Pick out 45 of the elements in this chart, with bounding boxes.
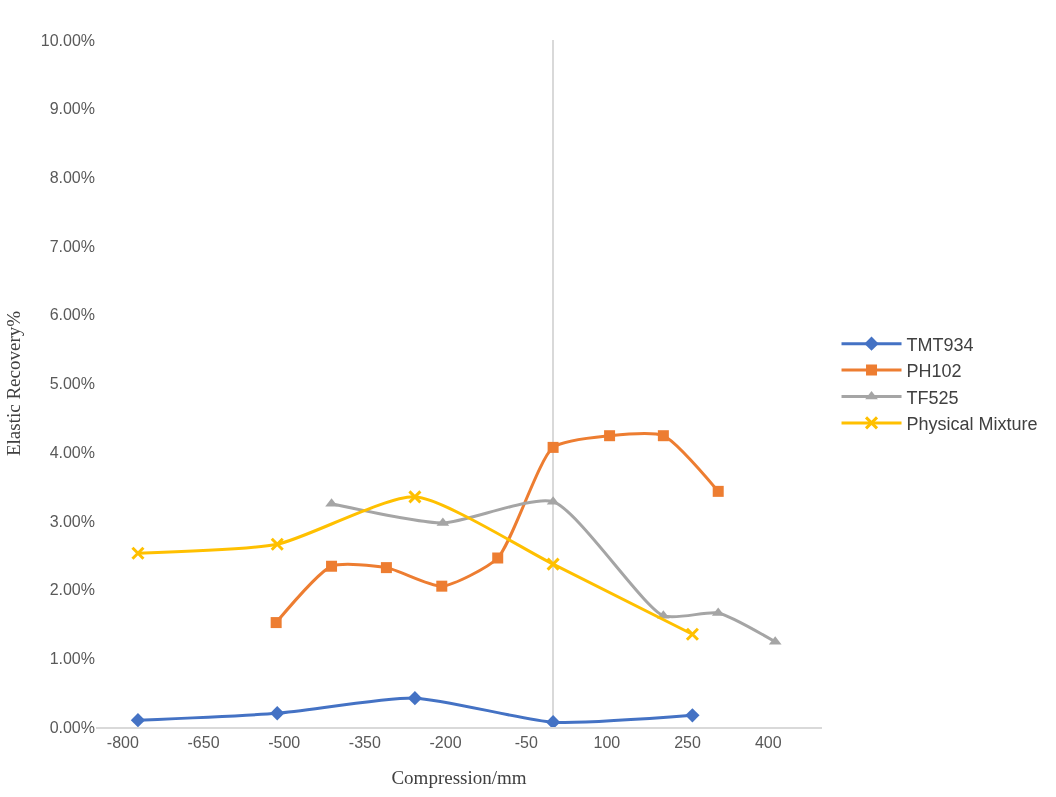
point — [546, 557, 561, 572]
x-tick-label: -650 — [187, 734, 220, 752]
y-tick-label: 10.00% — [40, 31, 95, 49]
point — [712, 485, 724, 497]
point — [657, 430, 669, 442]
point — [270, 617, 282, 629]
x-tick-label: -50 — [514, 734, 538, 752]
y-tick-label: 6.00% — [49, 306, 95, 324]
legend-label: TMT934 — [906, 334, 974, 355]
y-tick-label: 5.00% — [49, 375, 95, 393]
point — [685, 708, 700, 723]
point — [545, 715, 561, 727]
point — [130, 546, 145, 561]
point — [547, 441, 559, 453]
legend-label: PH102 — [906, 361, 962, 382]
point — [380, 562, 392, 574]
y-tick-label: 9.00% — [49, 100, 95, 118]
point — [407, 489, 422, 504]
x-tick-label: -500 — [268, 734, 301, 752]
point — [270, 537, 285, 552]
point — [604, 430, 616, 442]
x-axis-title: Compression/mm — [391, 766, 527, 788]
x-tick-label: -350 — [348, 734, 381, 752]
point — [130, 712, 146, 727]
y-axis-title: Elastic Recovery% — [2, 310, 24, 457]
y-tick-label: 3.00% — [49, 512, 95, 530]
y-tick-label: 1.00% — [49, 649, 95, 667]
x-tick-label: -200 — [429, 734, 462, 752]
point — [492, 552, 504, 564]
point — [270, 706, 285, 721]
point — [685, 627, 700, 642]
legend-label: Physical Mixture — [906, 413, 1038, 434]
legend-label: TF525 — [906, 387, 959, 408]
y-tick-label: 8.00% — [49, 169, 95, 186]
x-tick-label: -800 — [106, 734, 139, 752]
point — [326, 560, 338, 572]
x-tick-label: 400 — [754, 734, 782, 752]
y-tick-label: 7.00% — [49, 237, 95, 255]
point — [436, 580, 448, 592]
x-tick-label: 250 — [674, 734, 702, 752]
y-tick-label: 4.00% — [49, 443, 95, 461]
x-tick-label: 100 — [593, 734, 621, 752]
point — [407, 691, 423, 706]
y-tick-label: 2.00% — [49, 581, 95, 599]
y-tick-label: 0.00% — [49, 718, 95, 736]
